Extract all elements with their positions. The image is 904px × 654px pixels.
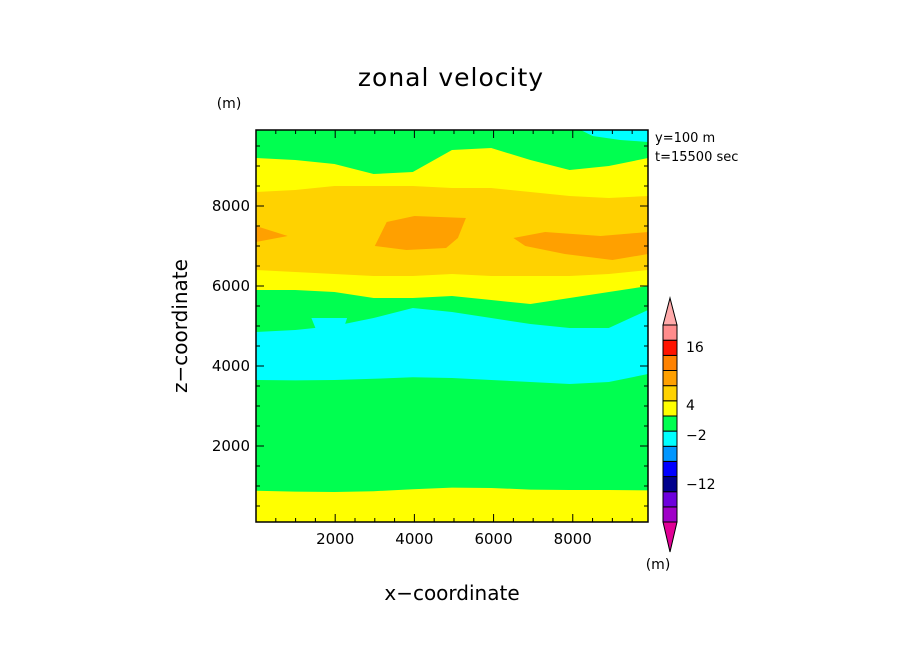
chart-title: zonal velocity [358, 63, 544, 92]
contour-patch-1 [580, 130, 648, 142]
colorbar-min-arrow [662, 521, 678, 553]
contour-band-7 [256, 130, 648, 174]
y-tick-label: 8000 [212, 197, 250, 215]
y-tick-label: 4000 [212, 357, 250, 375]
colorbar-swatch-12 [662, 324, 678, 341]
x-tick-label: 8000 [554, 530, 592, 548]
colorbar-swatch-7 [662, 400, 678, 417]
y-tick-label: 6000 [212, 277, 250, 295]
colorbar-swatch-9 [662, 370, 678, 387]
colorbar-swatch-4 [662, 445, 678, 462]
contour-plot-area [256, 130, 648, 522]
colorbar-label-minus2: −2 [686, 428, 707, 444]
axis-ticks: 2000 4000 6000 8000 2000 4000 6000 8000 [212, 130, 648, 548]
colorbar-swatch-10 [662, 354, 678, 371]
colorbar-swatch-5 [662, 430, 678, 447]
colorbar-swatch-6 [662, 415, 678, 432]
x-tick-label: 6000 [474, 530, 512, 548]
colorbar-label-4: 4 [686, 398, 695, 414]
x-axis-label: x−coordinate [384, 581, 519, 605]
colorbar-swatch-1 [662, 491, 678, 508]
colorbar [662, 296, 678, 553]
contour-patch-2 [374, 216, 466, 250]
y-unit-label: (m) [217, 96, 242, 112]
contour-patch-4 [256, 226, 288, 242]
colorbar-label-minus12: −12 [686, 477, 716, 493]
x-tick-label: 4000 [395, 530, 433, 548]
colorbar-swatch-8 [662, 385, 678, 402]
colorbar-max-arrow [662, 296, 678, 326]
annotation-position: y=100 m [655, 131, 715, 146]
colorbar-swatch-2 [662, 476, 678, 493]
colorbar-unit-label: (m) [646, 557, 671, 573]
y-tick-label: 2000 [212, 437, 250, 455]
x-tick-label: 2000 [316, 530, 354, 548]
colorbar-label-16: 16 [686, 340, 704, 356]
contour-patch-3 [513, 232, 648, 260]
y-axis-label: z−coordinate [168, 259, 192, 393]
colorbar-swatch-11 [662, 339, 678, 356]
annotation-time: t=15500 sec [655, 150, 738, 165]
colorbar-swatch-0 [662, 506, 678, 523]
contour-patch-0 [311, 318, 348, 330]
colorbar-swatch-3 [662, 460, 678, 478]
